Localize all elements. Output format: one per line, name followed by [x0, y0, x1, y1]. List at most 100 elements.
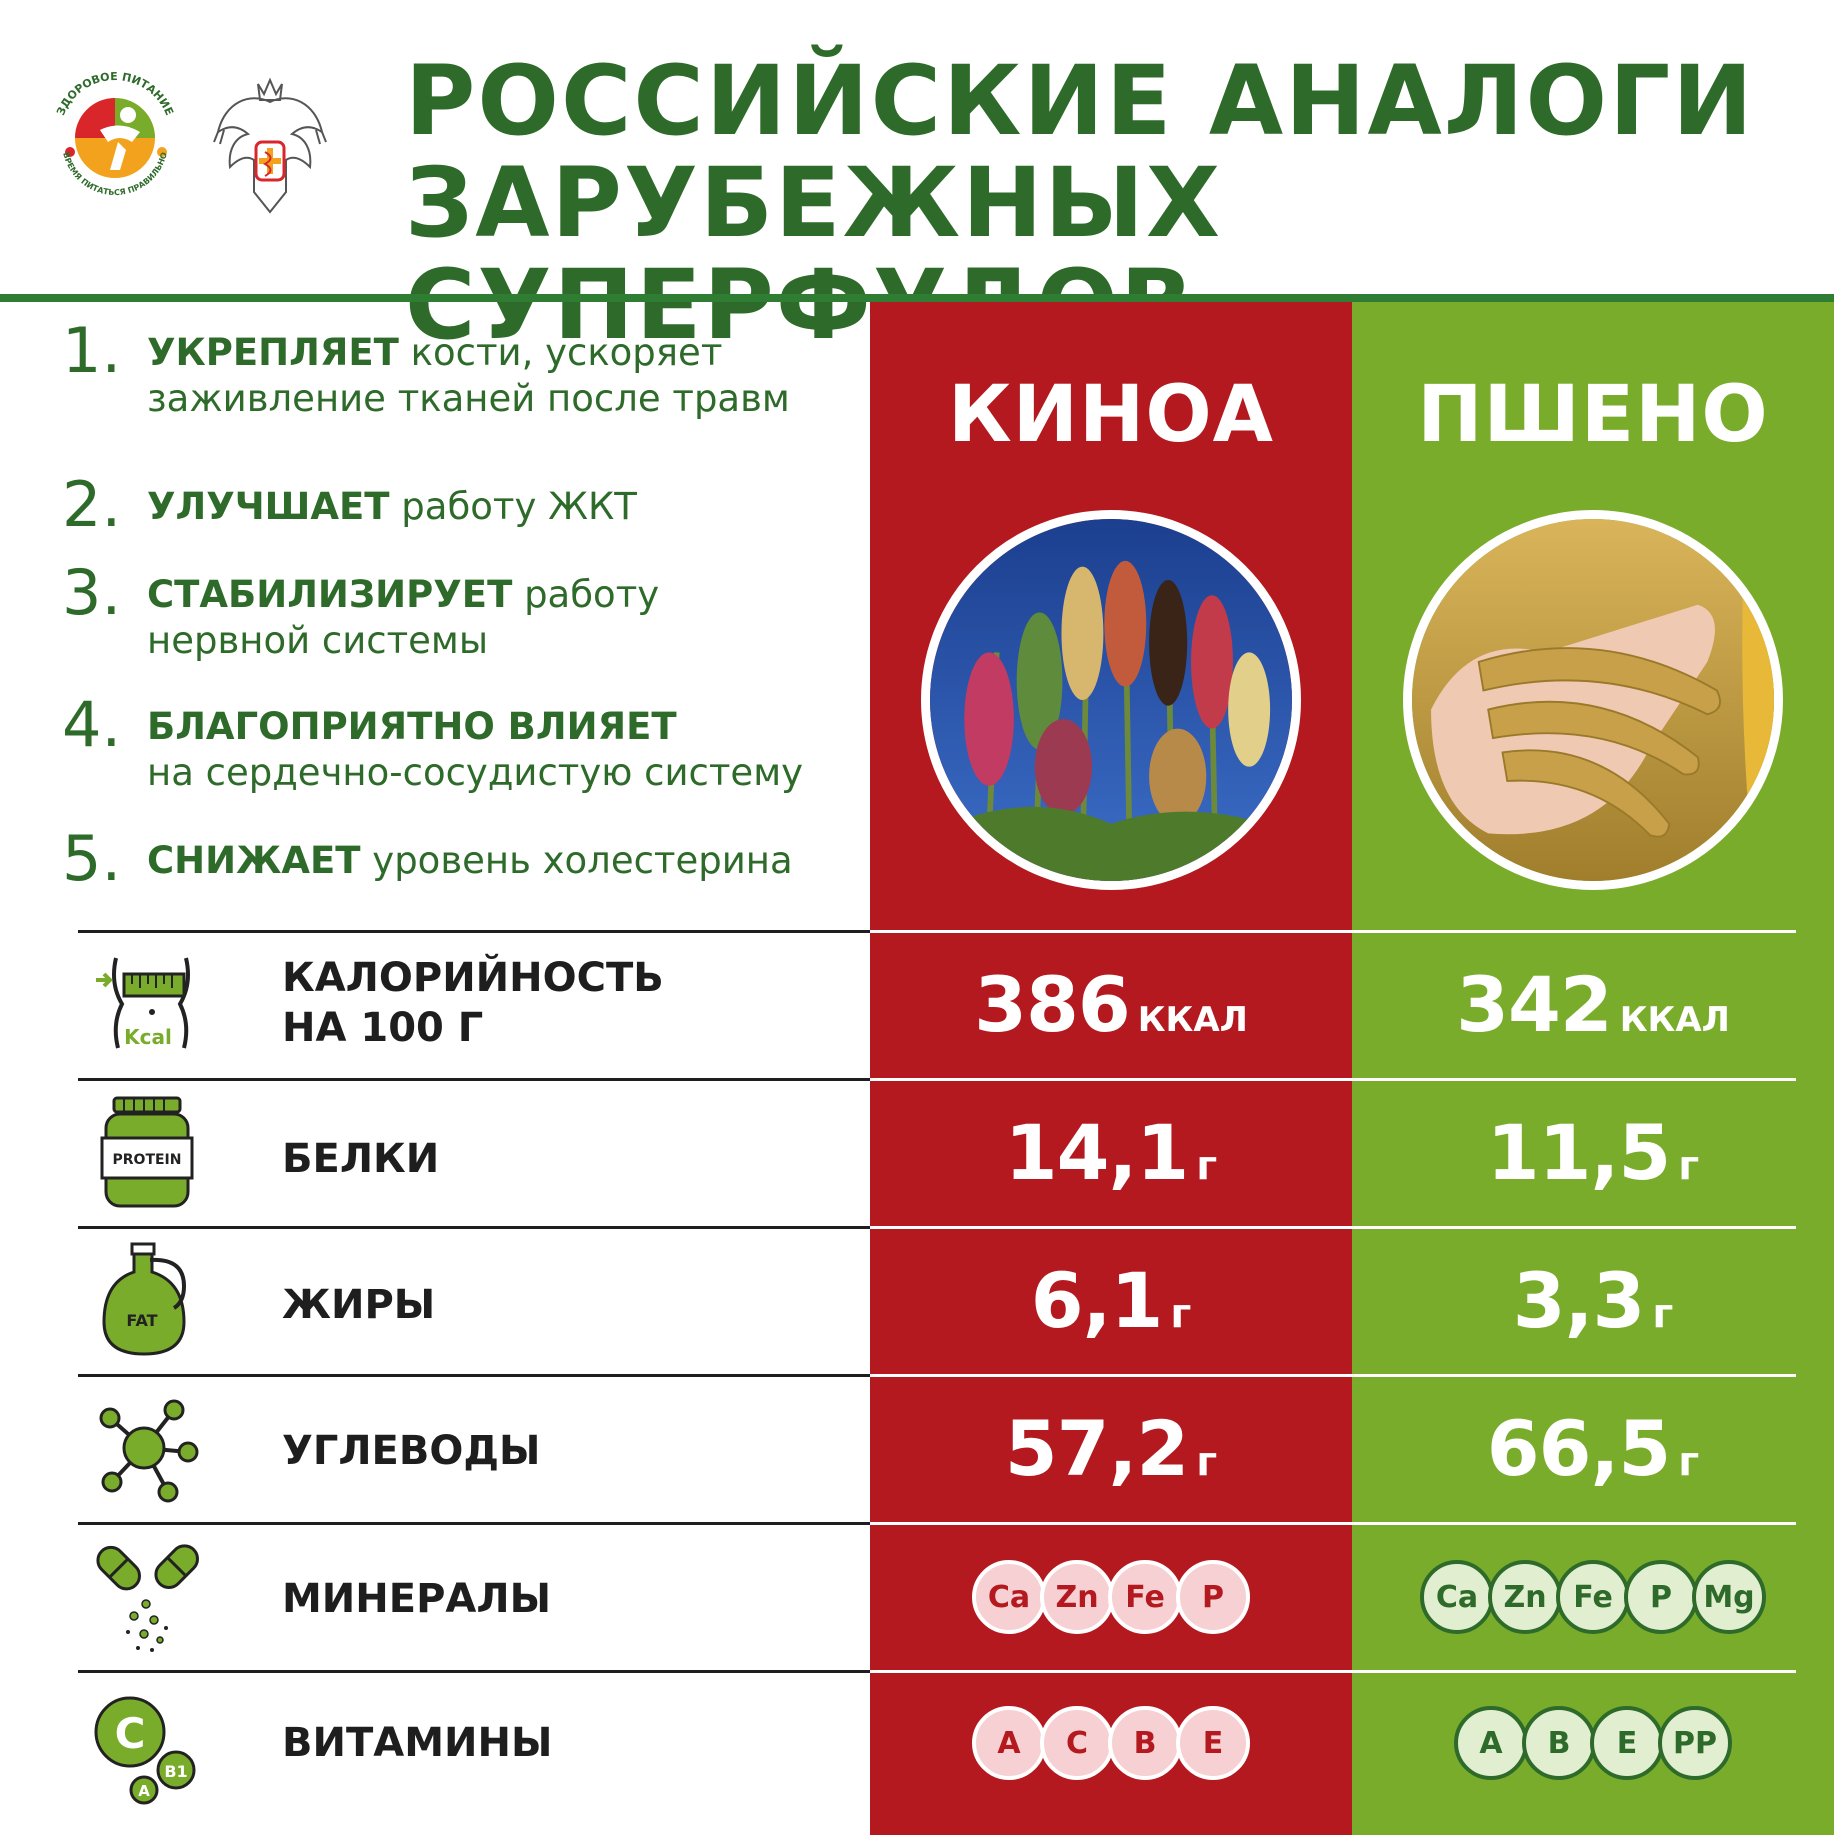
benefit-text: работу — [512, 573, 660, 616]
millet-photo — [1403, 510, 1783, 890]
benefit-bold: УЛУЧШАЕТ — [147, 485, 390, 528]
quinoa-photo — [921, 510, 1301, 890]
millet-protein-value: 11,5 г — [1352, 1108, 1834, 1197]
benefit-number: 3. — [62, 556, 122, 629]
value-number: 342 — [1456, 960, 1613, 1049]
mineral-pills-icon — [88, 1536, 206, 1654]
vitamin-c-icon-text: C — [115, 1709, 146, 1758]
mineral-chip: Fe — [1556, 1560, 1630, 1634]
value-number: 66,5 — [1486, 1404, 1672, 1493]
millet-minerals: Ca Zn Fe P Mg — [1352, 1560, 1834, 1634]
value-number: 11,5 — [1486, 1108, 1672, 1197]
vitamin-chip: A — [1454, 1706, 1528, 1780]
value-number: 6,1 — [1030, 1256, 1164, 1345]
benefit-bold: СНИЖАЕТ — [147, 839, 361, 882]
vitamin-chip: E — [1176, 1706, 1250, 1780]
protein-label: БЕЛКИ — [282, 1136, 440, 1182]
value-unit: г — [1170, 1291, 1192, 1337]
minerals-label: МИНЕРАЛЫ — [282, 1576, 552, 1622]
benefit-text-2: на сердечно-сосудистую систему — [147, 751, 804, 794]
benefit-text-2: заживление тканей после травм — [147, 377, 790, 420]
quinoa-protein-value: 14,1 г — [870, 1108, 1352, 1197]
quinoa-vitamins: A C B E — [870, 1706, 1352, 1780]
mineral-chip: Zn — [1040, 1560, 1114, 1634]
value-unit: г — [1678, 1143, 1700, 1189]
benefit-text: уровень холестерина — [360, 839, 793, 882]
millet-title: ПШЕНО — [1417, 370, 1769, 460]
quinoa-calories-value: 386 ККАЛ — [870, 960, 1352, 1049]
protein-icon-text: PROTEIN — [113, 1152, 182, 1168]
value-unit: г — [1678, 1439, 1700, 1485]
mineral-chip: Mg — [1692, 1560, 1766, 1634]
value-unit: г — [1196, 1439, 1218, 1485]
fat-label: ЖИРЫ — [282, 1282, 436, 1328]
molecule-icon — [88, 1390, 206, 1508]
row-divider — [78, 930, 1796, 933]
benefit-item-5: 5. СНИЖАЕТ уровень холестерина — [62, 826, 793, 892]
benefit-bold: СТАБИЛИЗИРУЕТ — [147, 573, 513, 616]
benefit-text: работу ЖКТ — [389, 485, 637, 528]
value-unit: ККАЛ — [1619, 1000, 1730, 1040]
value-number: 57,2 — [1004, 1404, 1190, 1493]
benefit-number: 1. — [62, 314, 122, 387]
mineral-chip: Ca — [972, 1560, 1046, 1634]
calories-label: КАЛОРИЙНОСТЬ НА 100 Г — [282, 953, 664, 1053]
vitamin-chip: B — [1108, 1706, 1182, 1780]
benefit-number: 4. — [62, 688, 122, 761]
vitamin-chip: C — [1040, 1706, 1114, 1780]
vitamin-a-icon-text: A — [138, 1782, 150, 1800]
vitamin-chip: A — [972, 1706, 1046, 1780]
benefit-item-1: 1. УКРЕПЛЯЕТ кости, ускоряет заживление … — [62, 318, 790, 422]
benefit-bold: УКРЕПЛЯЕТ — [147, 331, 399, 374]
value-number: 14,1 — [1004, 1108, 1190, 1197]
coat-of-arms-logo — [210, 72, 330, 220]
header: ЗДОРОВОЕ ПИТАНИЕ ВРЕМЯ ПИТАТЬСЯ ПРАВИЛЬН… — [0, 0, 1834, 356]
mineral-chip: P — [1176, 1560, 1250, 1634]
millet-vitamins: A B E PP — [1352, 1706, 1834, 1780]
value-number: 3,3 — [1512, 1256, 1646, 1345]
quinoa-minerals: Ca Zn Fe P — [870, 1560, 1352, 1634]
vitamin-chip: B — [1522, 1706, 1596, 1780]
row-divider — [78, 1670, 1796, 1673]
vitamins-label: ВИТАМИНЫ — [282, 1720, 553, 1766]
row-divider — [78, 1226, 1796, 1229]
millet-fat-value: 3,3 г — [1352, 1256, 1834, 1345]
benefit-text: кости, ускоряет — [398, 331, 723, 374]
value-unit: ККАЛ — [1137, 1000, 1248, 1040]
value-unit: г — [1652, 1291, 1674, 1337]
vitamin-b1-icon-text: B1 — [164, 1762, 187, 1781]
value-unit: г — [1196, 1143, 1218, 1189]
benefit-item-2: 2. УЛУЧШАЕТ работу ЖКТ — [62, 472, 637, 538]
benefit-number: 2. — [62, 468, 122, 541]
carbs-label: УГЛЕВОДЫ — [282, 1428, 541, 1474]
healthy-eating-logo: ЗДОРОВОЕ ПИТАНИЕ ВРЕМЯ ПИТАТЬСЯ ПРАВИЛЬН… — [40, 60, 190, 210]
benefit-number: 5. — [62, 822, 122, 895]
benefit-item-4: 4. БЛАГОПРИЯТНО ВЛИЯЕТ на сердечно-сосуд… — [62, 692, 804, 796]
millet-carbs-value: 66,5 г — [1352, 1404, 1834, 1493]
fat-icon-text: FAT — [126, 1311, 157, 1330]
calories-icon-text: Kcal — [124, 1025, 172, 1049]
calories-icon: Kcal — [88, 944, 206, 1062]
benefit-text-2: нервной системы — [147, 619, 489, 662]
mineral-chip: Fe — [1108, 1560, 1182, 1634]
millet-calories-value: 342 ККАЛ — [1352, 960, 1834, 1049]
vitamins-icon: C B1 A — [88, 1688, 206, 1806]
header-divider — [0, 294, 1834, 302]
benefit-item-3: 3. СТАБИЛИЗИРУЕТ работу нервной системы — [62, 560, 660, 664]
mineral-chip: Zn — [1488, 1560, 1562, 1634]
row-divider — [78, 1078, 1796, 1081]
fat-oil-jug-icon: FAT — [88, 1242, 206, 1360]
row-divider — [78, 1522, 1796, 1525]
mineral-chip: P — [1624, 1560, 1698, 1634]
quinoa-carbs-value: 57,2 г — [870, 1404, 1352, 1493]
calories-label-line1: КАЛОРИЙНОСТЬ — [282, 955, 664, 1001]
vitamin-chip: E — [1590, 1706, 1664, 1780]
vitamin-chip: PP — [1658, 1706, 1732, 1780]
quinoa-fat-value: 6,1 г — [870, 1256, 1352, 1345]
value-number: 386 — [974, 960, 1131, 1049]
protein-jar-icon: PROTEIN — [88, 1094, 206, 1212]
benefit-bold: БЛАГОПРИЯТНО ВЛИЯЕТ — [147, 705, 677, 748]
calories-label-line2: НА 100 Г — [282, 1005, 484, 1051]
row-divider — [78, 1374, 1796, 1377]
mineral-chip: Ca — [1420, 1560, 1494, 1634]
